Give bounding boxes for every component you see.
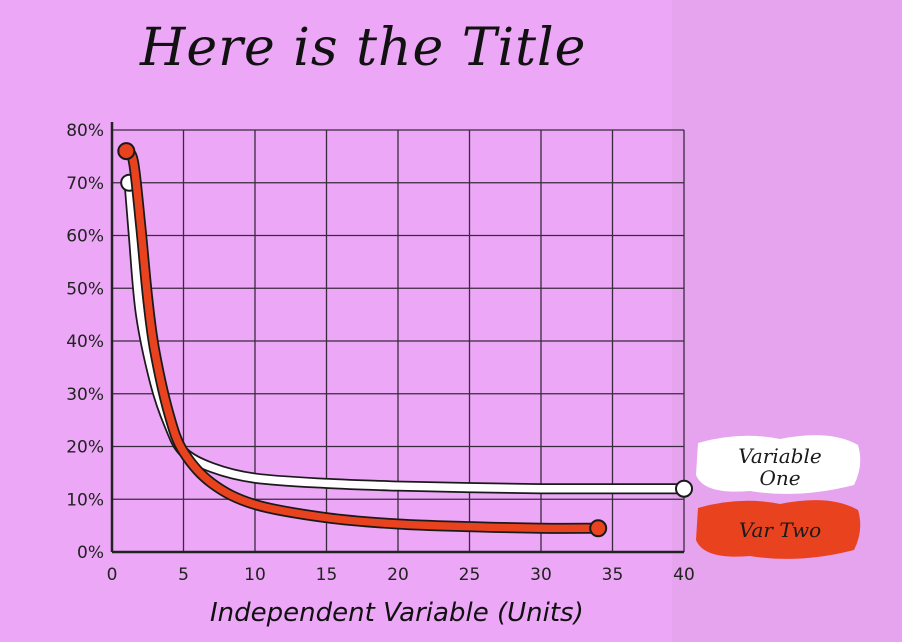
series-2 (117, 142, 608, 538)
x-tick-label: 40 (673, 565, 695, 585)
y-tick-label: 20% (66, 438, 104, 458)
x-tick-label: 0 (107, 565, 118, 585)
y-tick-label: 0% (77, 543, 104, 563)
series-line (122, 147, 602, 533)
series-end-cap (117, 142, 136, 161)
y-tick-label: 50% (66, 279, 104, 299)
series-1 (120, 173, 693, 498)
series-lines (117, 142, 693, 538)
x-tick-label: 10 (244, 565, 266, 585)
chart-title: Here is the Title (140, 18, 587, 78)
y-tick-label: 60% (66, 227, 104, 247)
legend-label: One (759, 466, 800, 490)
x-tick-label: 5 (178, 565, 189, 585)
x-tick-label: 35 (602, 565, 624, 585)
series-end-cap (589, 519, 608, 538)
x-tick-label: 25 (459, 565, 481, 585)
y-tick-label: 80% (66, 121, 104, 141)
x-tick-label: 30 (530, 565, 552, 585)
x-tick-label: 20 (387, 565, 409, 585)
y-tick-label: 70% (66, 174, 104, 194)
axes (110, 122, 684, 554)
legend-item-2: Var Two (696, 500, 861, 559)
y-tick-label: 40% (66, 332, 104, 352)
grid (111, 129, 685, 553)
x-tick-label: 15 (316, 565, 338, 585)
x-tick-labels: 0 5 10 15 20 25 30 35 40 (107, 565, 695, 585)
x-axis-label: Independent Variable (Units) (210, 598, 584, 628)
legend-label: Variable (738, 444, 821, 468)
series-end-cap (675, 479, 693, 498)
legend-label: Var Two (739, 518, 821, 542)
y-tick-label: 10% (66, 490, 104, 510)
y-tick-labels: 0% 10% 20% 30% 40% 50% 60% 70% 80% (66, 121, 104, 563)
series-line-outline (123, 177, 690, 495)
legend-swatch (696, 500, 861, 559)
legend-swatch (696, 435, 861, 494)
series-line (125, 179, 688, 493)
y-tick-label: 30% (66, 385, 104, 405)
